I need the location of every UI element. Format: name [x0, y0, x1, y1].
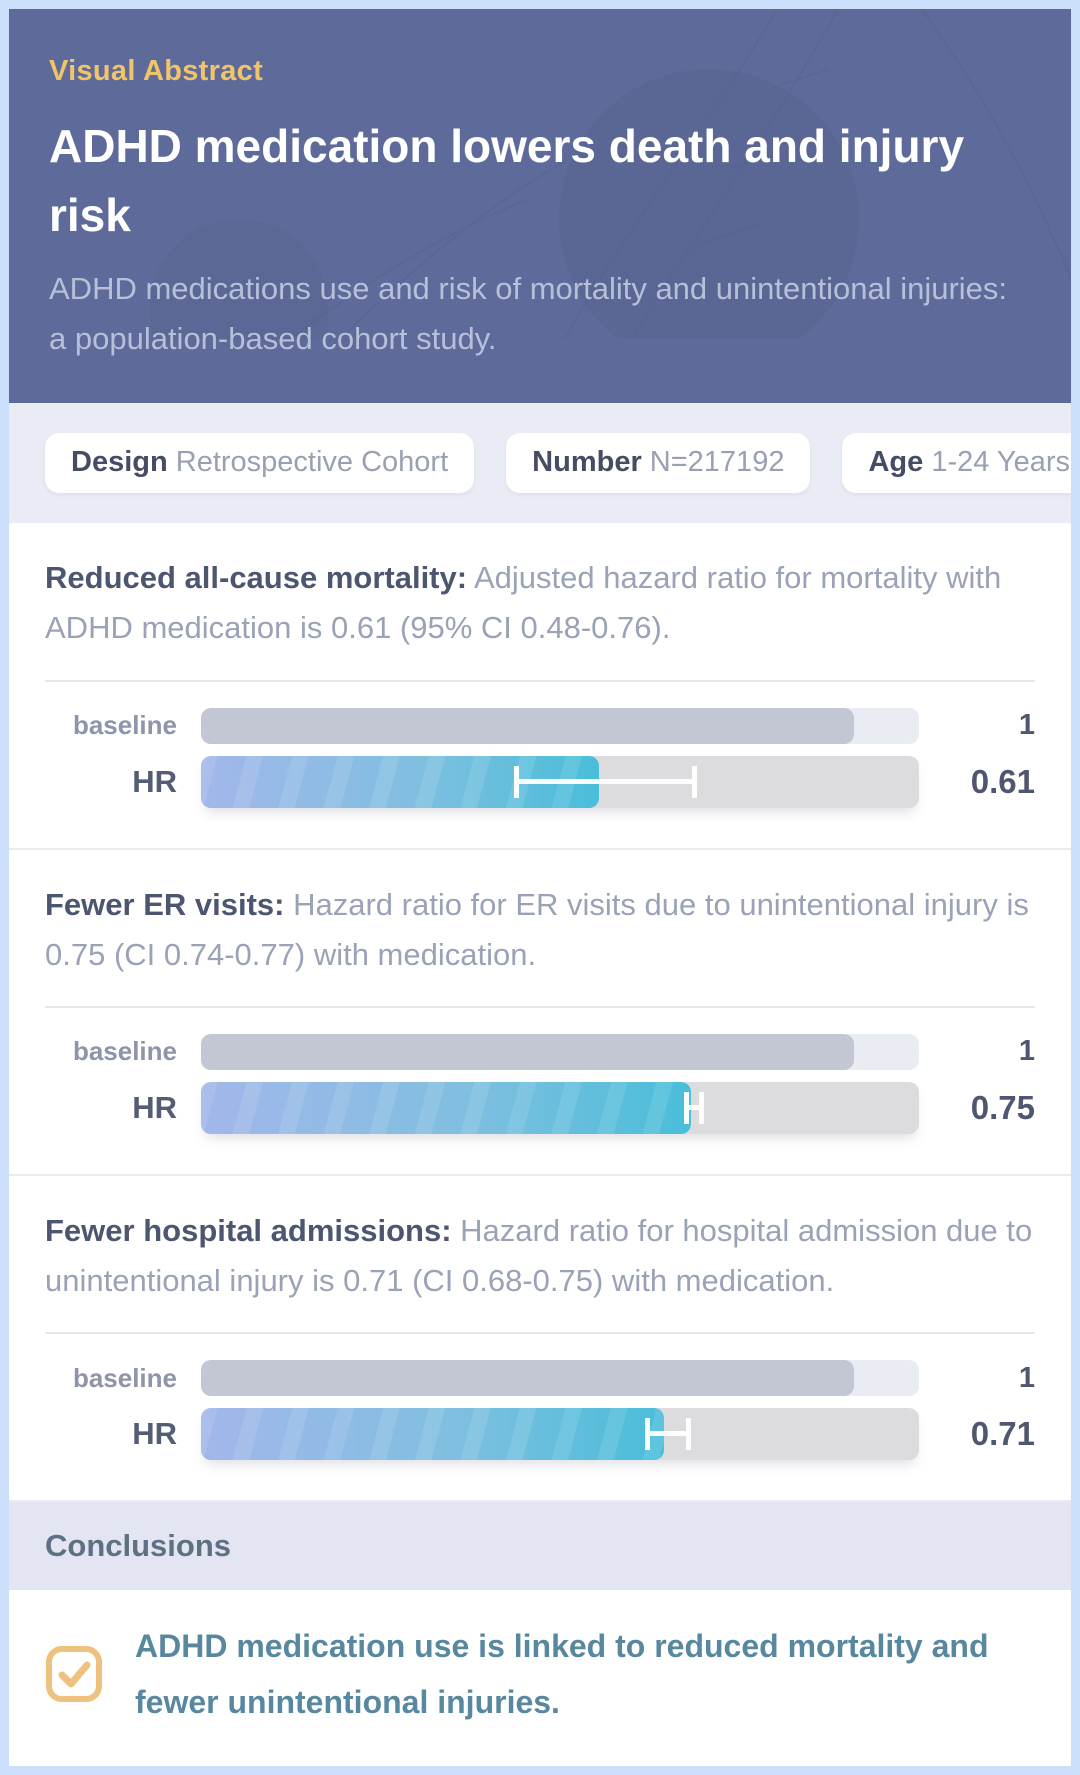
- hr-value: 0.71: [970, 1415, 1035, 1453]
- finding-section-er-visits: Fewer ER visits: Hazard ratio for ER vis…: [9, 849, 1071, 1176]
- finding-heading: Fewer ER visits: Hazard ratio for ER vis…: [45, 880, 1035, 980]
- hr-row-label: HR: [132, 763, 177, 799]
- conclusions-header: Conclusions: [9, 1502, 1071, 1591]
- baseline-bar-fill: [201, 1033, 854, 1070]
- hr-row: HR 0.61: [45, 755, 1035, 808]
- confidence-interval-errorbar: [644, 1418, 691, 1451]
- baseline-row-label: baseline: [72, 710, 177, 741]
- finding-heading-rest: Hazard ratio for ER visits due to uninte…: [45, 886, 1029, 972]
- hr-row-label: HR: [132, 1416, 177, 1452]
- hr-row-label: HR: [132, 1089, 177, 1125]
- baseline-bar-fill: [201, 707, 854, 744]
- visual-abstract-card: Visual Abstract ADHD medication lowers d…: [9, 9, 1071, 1767]
- hr-bar-fill: [201, 1081, 691, 1134]
- badge-number-label: Number: [532, 446, 642, 479]
- hr-bar-fill: [201, 1408, 665, 1461]
- checkbox-check-icon: [45, 1645, 103, 1703]
- hr-bar-chart-er-visits: baseline 1 HR 0.75: [45, 1033, 1035, 1134]
- finding-heading-bold: Reduced all-cause mortality:: [45, 560, 468, 596]
- badge-design-label: Design: [71, 446, 168, 479]
- finding-heading-bold: Fewer ER visits:: [45, 886, 285, 922]
- baseline-bar-track: [201, 1033, 919, 1070]
- hr-bar-chart-mortality: baseline 1 HR 0.61: [45, 707, 1035, 808]
- header: Visual Abstract ADHD medication lowers d…: [9, 9, 1071, 404]
- hr-bar-track: [201, 755, 919, 808]
- finding-heading: Reduced all-cause mortality: Adjusted ha…: [45, 553, 1035, 653]
- badge-number-value: N=217192: [649, 446, 785, 479]
- confidence-interval-errorbar: [684, 1091, 704, 1124]
- badge-age: Age 1-24 Years: [842, 433, 1071, 494]
- badge-age-label: Age: [868, 446, 924, 479]
- divider: [45, 1332, 1035, 1335]
- page-title: ADHD medication lowers death and injury …: [49, 120, 965, 241]
- finding-heading-rest: Hazard ratio for hospital admission due …: [45, 1212, 1033, 1299]
- study-subtitle: ADHD medications use and risk of mortali…: [49, 271, 1008, 356]
- baseline-bar-fill: [201, 1360, 854, 1397]
- hr-value: 0.75: [970, 1088, 1035, 1126]
- baseline-row: baseline 1: [45, 707, 1035, 744]
- baseline-bar-track: [201, 1360, 919, 1397]
- hr-value: 0.61: [970, 762, 1035, 800]
- badge-design-value: Retrospective Cohort: [175, 446, 449, 479]
- conclusion-text: ADHD medication use is linked to reduced…: [135, 1628, 989, 1721]
- baseline-value: 1: [1018, 1361, 1035, 1394]
- baseline-value: 1: [1018, 709, 1035, 742]
- finding-section-mortality: Reduced all-cause mortality: Adjusted ha…: [9, 523, 1071, 850]
- finding-section-hospital-admissions: Fewer hospital admissions: Hazard ratio …: [9, 1175, 1071, 1503]
- conclusion-content: ADHD medication use is linked to reduced…: [9, 1590, 1071, 1767]
- finding-heading-rest: Adjusted hazard ratio for mortality with…: [45, 560, 1002, 646]
- badge-design: Design Retrospective Cohort: [45, 433, 475, 494]
- baseline-row-label: baseline: [72, 1036, 177, 1067]
- finding-heading-bold: Fewer hospital admissions:: [45, 1212, 452, 1248]
- hr-bar-track: [201, 1408, 919, 1461]
- badge-age-value: 1-24 Years: [931, 446, 1070, 479]
- hr-bar-track: [201, 1081, 919, 1134]
- baseline-value: 1: [1018, 1035, 1035, 1068]
- badge-number: Number N=217192: [506, 433, 811, 494]
- confidence-interval-errorbar: [514, 765, 698, 798]
- divider: [45, 679, 1035, 682]
- finding-heading: Fewer hospital admissions: Hazard ratio …: [45, 1206, 1035, 1306]
- study-badges-row: Design Retrospective Cohort Number N=217…: [9, 403, 1071, 524]
- kicker-label: Visual Abstract: [49, 55, 264, 87]
- hr-row: HR 0.75: [45, 1081, 1035, 1134]
- baseline-bar-track: [201, 707, 919, 744]
- baseline-row: baseline 1: [45, 1033, 1035, 1070]
- hr-bar-chart-hospital-admissions: baseline 1 HR 0.71: [45, 1360, 1035, 1461]
- divider: [45, 1005, 1035, 1008]
- hr-row: HR 0.71: [45, 1408, 1035, 1461]
- baseline-row: baseline 1: [45, 1360, 1035, 1397]
- baseline-row-label: baseline: [72, 1362, 177, 1393]
